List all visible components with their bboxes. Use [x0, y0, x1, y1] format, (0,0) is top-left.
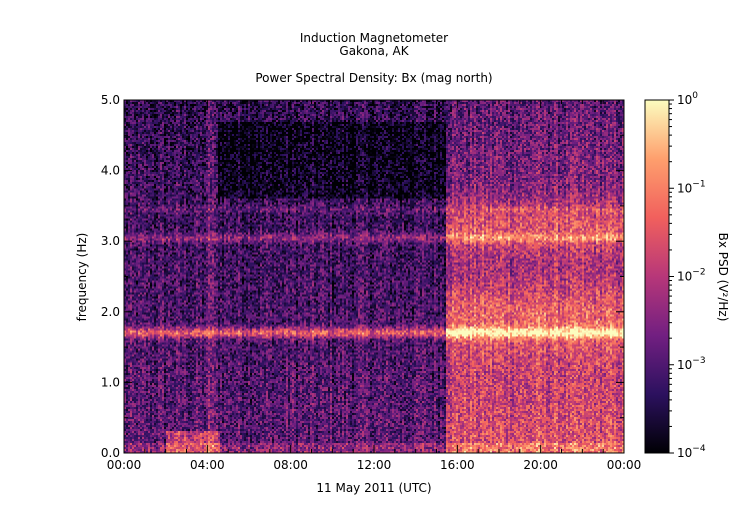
y-axis-label: frequency (Hz): [75, 233, 89, 322]
colorbar-ticks: 100 10−1 10−2 10−3 10−4: [669, 91, 706, 460]
y-tick-label: 4.0: [101, 164, 120, 178]
x-tick-label: 04:00: [190, 458, 225, 472]
chart-title: Induction Magnetometer: [300, 31, 448, 45]
x-axis-label: 11 May 2011 (UTC): [316, 481, 431, 495]
y-tick-label: 1.0: [101, 375, 120, 389]
y-tick-label: 0.0: [101, 446, 120, 460]
spectrogram-heatmap: [124, 100, 624, 453]
chart-subtitle: Gakona, AK: [339, 44, 409, 58]
x-tick-label: 20:00: [523, 458, 558, 472]
heatmap-image: [124, 100, 624, 453]
colorbar-tick-label: 10−2: [677, 268, 706, 284]
y-tick-label: 2.0: [101, 305, 120, 319]
x-tick-label: 12:00: [357, 458, 392, 472]
x-tick-label: 00:00: [607, 458, 642, 472]
colorbar-tick-label: 10−4: [677, 444, 706, 460]
colorbar-tick-label: 100: [677, 91, 698, 107]
axis-ticks: 00:00 04:00 08:00 12:00 16:00 20:00 00:000.01.…: [101, 93, 641, 472]
plot-title: Power Spectral Density: Bx (mag north): [255, 71, 492, 85]
x-tick-label: 00:00: [107, 458, 142, 472]
colorbar-tick-label: 10−3: [677, 356, 706, 372]
y-tick-label: 3.0: [101, 234, 120, 248]
y-tick-label: 5.0: [101, 93, 120, 107]
colorbar-tick-label: 10−1: [677, 179, 706, 195]
x-tick-label: 16:00: [440, 458, 475, 472]
colorbar: [644, 99, 670, 454]
colorbar-label: Bx PSD (V²/Hz): [716, 233, 730, 322]
x-tick-label: 08:00: [273, 458, 308, 472]
